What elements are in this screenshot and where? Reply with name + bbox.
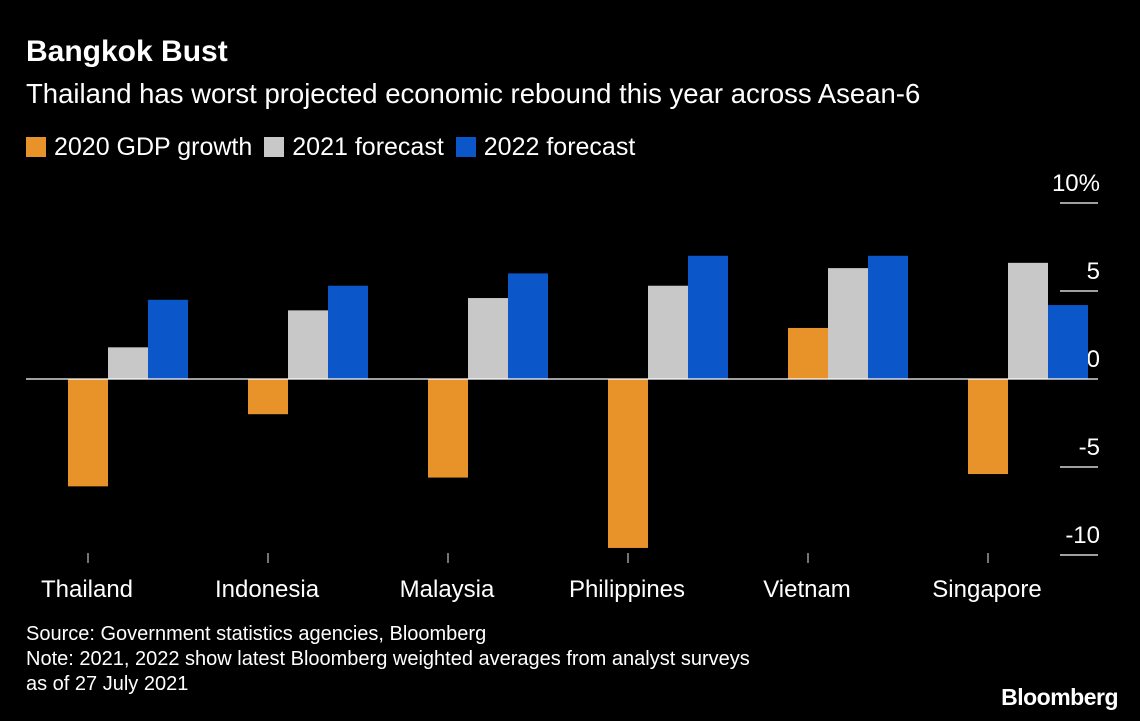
legend-swatch-2021 xyxy=(264,137,285,157)
legend-item-2020: 2020 GDP growth xyxy=(26,133,252,162)
note-text-continued: as of 27 July 2021 xyxy=(26,673,189,695)
y-tick-label: 10% xyxy=(1052,170,1100,197)
chart-title: Bangkok Bust xyxy=(26,35,228,68)
legend: 2020 GDP growth 2021 forecast 2022 forec… xyxy=(26,130,647,164)
y-tick-label: 0 xyxy=(1087,346,1100,373)
legend-swatch-2022 xyxy=(455,137,476,157)
bar-indonesia-2021 xyxy=(288,310,328,379)
legend-label-2021: 2021 forecast xyxy=(292,132,444,161)
legend-label-2020: 2020 GDP growth xyxy=(54,132,253,161)
bar-thailand-2020 xyxy=(68,379,108,487)
legend-item-2021: 2021 forecast xyxy=(264,133,444,162)
bar-vietnam-2021 xyxy=(828,268,868,379)
x-tick-label-malaysia: Malaysia xyxy=(400,576,495,603)
y-tick-label: 5 xyxy=(1087,258,1100,285)
bar-indonesia-2022 xyxy=(328,285,368,379)
bar-philippines-2020 xyxy=(608,379,648,548)
bar-philippines-2022 xyxy=(688,255,728,379)
y-tick-label: -5 xyxy=(1079,434,1100,461)
legend-item-2022: 2022 forecast xyxy=(455,132,636,162)
legend-swatch-2020 xyxy=(26,137,46,157)
bar-singapore-2021 xyxy=(1008,262,1048,379)
x-tick-label-singapore: Singapore xyxy=(932,576,1041,603)
x-tick-label-thailand: Thailand xyxy=(41,576,133,603)
chart-subtitle: Thailand has worst projected economic re… xyxy=(26,78,921,109)
x-tick-label-indonesia: Indonesia xyxy=(215,576,320,603)
bar-malaysia-2022 xyxy=(508,273,548,379)
footer-notes: Source: Government statistics agencies, … xyxy=(26,622,750,697)
bar-thailand-2021 xyxy=(108,347,148,379)
bar-singapore-2022 xyxy=(1048,305,1088,379)
bar-indonesia-2020 xyxy=(248,379,288,415)
bar-thailand-2022 xyxy=(148,299,188,379)
bloomberg-logo: Bloomberg xyxy=(1001,684,1118,710)
bar-malaysia-2021 xyxy=(468,298,508,379)
bar-vietnam-2020 xyxy=(788,327,828,379)
source-text: Source: Government statistics agencies, … xyxy=(26,623,487,645)
x-tick-label-vietnam: Vietnam xyxy=(763,576,851,603)
legend-label-2022: 2022 forecast xyxy=(483,132,636,161)
bar-singapore-2020 xyxy=(968,379,1008,475)
note-text: Note: 2021, 2022 show latest Bloomberg w… xyxy=(26,648,750,670)
x-tick-label-philippines: Philippines xyxy=(569,576,685,603)
bar-vietnam-2022 xyxy=(868,255,908,379)
bar-philippines-2021 xyxy=(648,285,688,379)
y-tick-label: -10 xyxy=(1065,522,1100,549)
bar-malaysia-2020 xyxy=(428,379,468,478)
